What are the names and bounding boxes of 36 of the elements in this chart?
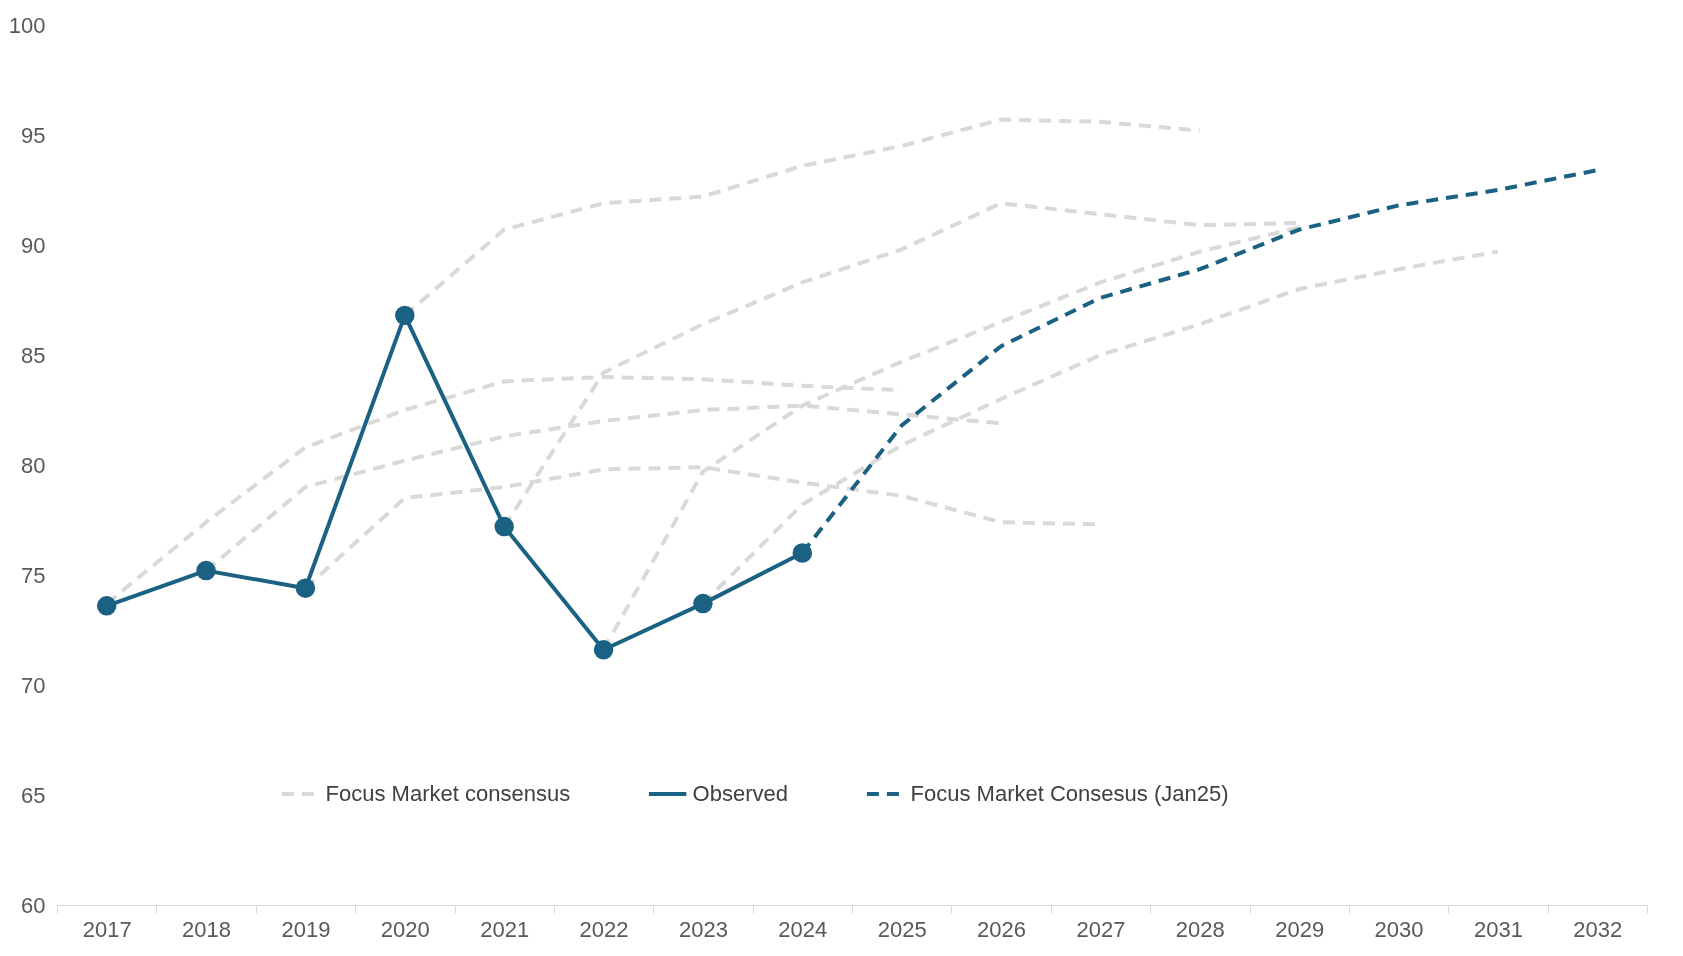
point <box>196 560 216 581</box>
point <box>494 516 514 537</box>
point <box>96 596 117 616</box>
x-tick-label: 2026 <box>977 916 1027 942</box>
y-tick-label: 95 <box>21 122 46 148</box>
legend-label: Focus Market consensus <box>325 781 571 806</box>
legend-label: Observed <box>692 781 788 806</box>
x-tick-label: 2021 <box>480 916 530 942</box>
x-tick-label: 2020 <box>380 916 430 942</box>
point <box>792 543 813 563</box>
y-tick-label: 85 <box>21 342 46 368</box>
x-tick-label: 2030 <box>1374 916 1424 942</box>
y-tick-label: 70 <box>21 672 46 698</box>
x-tick-label: 2017 <box>82 916 132 942</box>
y-tick-label: 75 <box>21 562 46 588</box>
x-tick-label: 2032 <box>1573 916 1623 942</box>
x-tick-label: 2027 <box>1076 916 1126 942</box>
x-tick-label: 2024 <box>778 916 828 942</box>
x-tick-label: 2022 <box>579 916 629 942</box>
y-tick-label: 65 <box>21 782 46 808</box>
x-tick-label: 2019 <box>281 916 331 942</box>
point <box>295 578 316 598</box>
y-tick-label: 90 <box>21 232 46 258</box>
point <box>693 593 713 614</box>
y-tick-label: 100 <box>8 12 46 38</box>
x-tick-label: 2029 <box>1275 916 1325 942</box>
y-tick-label: 80 <box>21 452 46 478</box>
x-tick-label: 2018 <box>182 916 232 942</box>
point <box>395 305 415 326</box>
x-tick-label: 2025 <box>877 916 927 942</box>
point <box>593 640 614 660</box>
x-tick-label: 2031 <box>1473 916 1523 942</box>
x-tick-label: 2028 <box>1175 916 1225 942</box>
legend-label: Focus Market Consesus (Jan25) <box>910 781 1229 806</box>
y-tick-label: 60 <box>21 892 46 918</box>
x-tick-label: 2023 <box>678 916 728 942</box>
